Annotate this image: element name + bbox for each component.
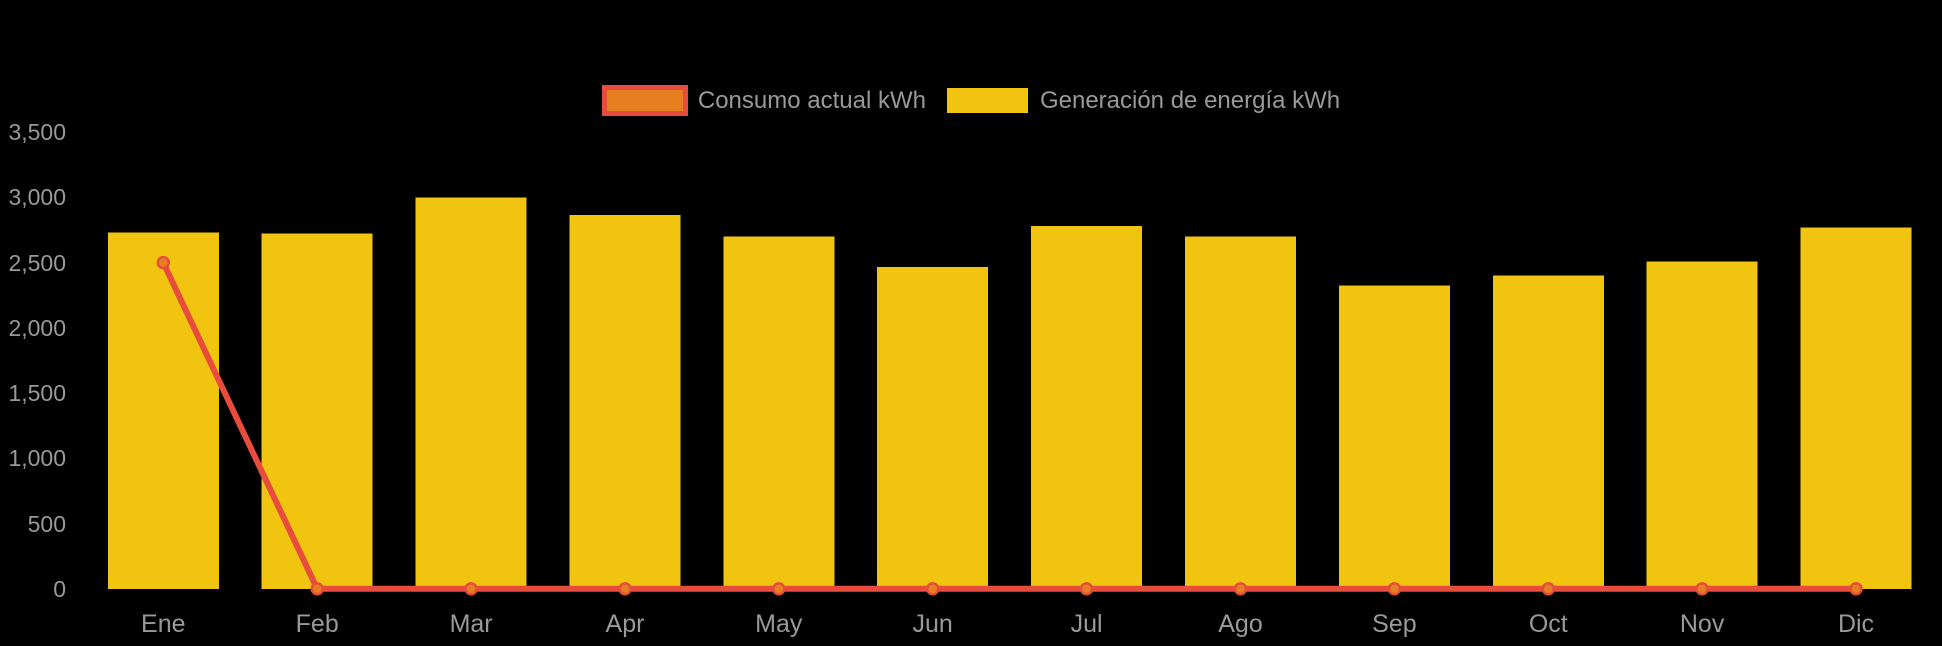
x-tick-label-nov: Nov	[1679, 610, 1725, 638]
x-tick-label-ago: Ago	[1218, 610, 1263, 638]
y-tick-label-3000: 3,000	[8, 184, 66, 211]
consumo-actual-point-feb	[310, 582, 324, 596]
x-tick-label-dic: Dic	[1837, 610, 1875, 638]
y-tick-label-2000: 2,000	[8, 314, 66, 341]
x-tick-label-jun: Jun	[912, 610, 953, 638]
bar-feb	[261, 233, 373, 589]
legend-label-consumo-actual: Consumo actual kWh	[697, 87, 926, 114]
consumo-actual-swatch-icon	[601, 85, 688, 116]
bar-ago	[1185, 236, 1296, 589]
consumo-actual-point-apr	[618, 582, 632, 596]
bar-may	[723, 236, 835, 589]
consumo-actual-point-ene	[156, 255, 171, 270]
bar-mar	[415, 197, 527, 589]
consumo-actual-line	[160, 261, 1856, 592]
bar-jun	[877, 267, 989, 589]
bar-oct	[1492, 275, 1604, 589]
x-tick-label-sep: Sep	[1372, 610, 1417, 638]
bar-sep	[1338, 285, 1450, 589]
bar-nov	[1646, 261, 1758, 589]
bar-dic	[1800, 227, 1912, 589]
consumo-actual-point-jun	[926, 582, 940, 596]
consumo-actual-point-oct	[1541, 582, 1556, 596]
consumo-actual-point-jul	[1079, 582, 1094, 596]
consumo-actual-point-dic	[1849, 582, 1863, 596]
bar-apr	[569, 215, 681, 589]
x-tick-label-ene: Ene	[141, 610, 186, 638]
y-tick-label-2500: 2,500	[8, 249, 66, 276]
legend-item-generacion-energia[interactable]: Generación de energía kWh	[946, 86, 1341, 115]
bars-layer	[107, 197, 1912, 589]
legend: Consumo actual kWh Generación de energía…	[0, 85, 1942, 116]
x-tick-label-may: May	[755, 610, 803, 638]
x-tick-label-oct: Oct	[1528, 610, 1568, 638]
y-tick-label-1500: 1,500	[8, 380, 66, 407]
x-tick-label-mar: Mar	[449, 610, 493, 638]
generacion-energia-swatch-icon	[946, 88, 1028, 113]
legend-label-generacion-energia: Generación de energía kWh	[1039, 87, 1341, 114]
x-tick-label-apr: Apr	[605, 610, 645, 638]
legend-item-consumo-actual[interactable]: Consumo actual kWh	[601, 85, 926, 116]
x-tick-label-feb: Feb	[295, 610, 339, 638]
bar-jul	[1031, 226, 1143, 589]
consumo-actual-point-mar	[464, 582, 478, 596]
line-layer	[156, 255, 1863, 596]
y-tick-label-0: 0	[53, 575, 66, 602]
y-tick-label-500: 500	[27, 510, 66, 537]
bar-ene	[107, 232, 219, 589]
consumo-actual-point-may	[772, 582, 786, 596]
consumo-actual-point-ago	[1233, 582, 1248, 596]
y-tick-label-3500: 3,500	[8, 119, 66, 146]
y-tick-label-1000: 1,000	[8, 445, 66, 472]
consumo-actual-point-nov	[1695, 582, 1709, 596]
x-tick-label-jul: Jul	[1070, 610, 1103, 638]
consumo-actual-point-sep	[1387, 582, 1402, 596]
